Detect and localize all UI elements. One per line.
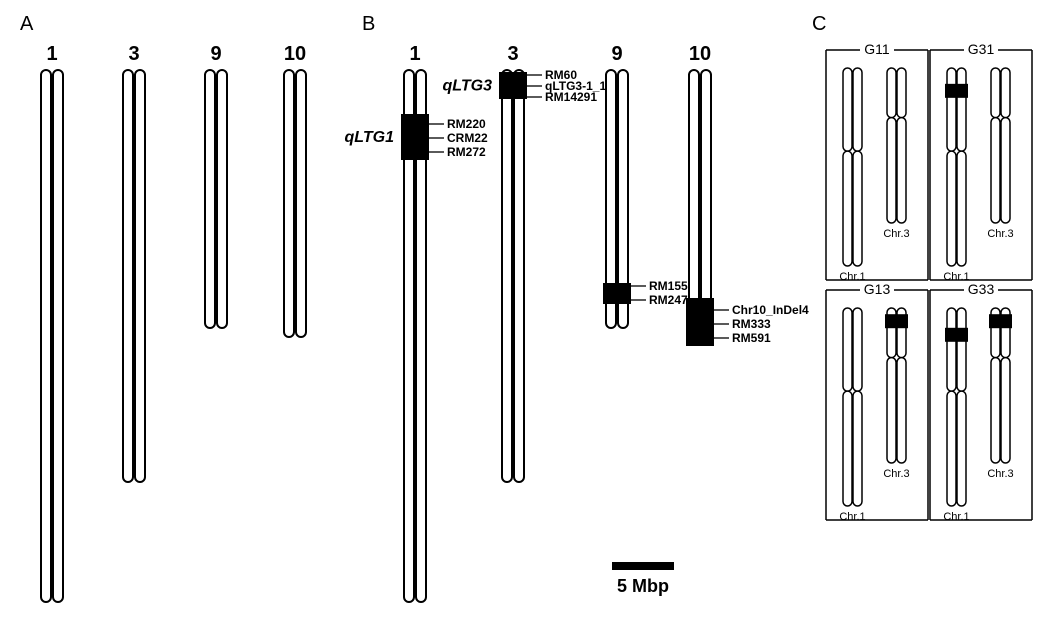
qtl-region [401,114,429,160]
scale-bar [612,562,674,570]
qtl-label: qLTG3 [443,78,493,95]
introgression-band [945,328,968,342]
qtl-region [686,298,714,346]
marker-label: CRM22 [447,131,488,145]
introgression-band [989,314,1012,328]
genotype-label: G33 [968,281,995,297]
chr-label: Chr.3 [883,468,909,480]
chr-label: Chr.1 [839,271,865,283]
chr-label: Chr.1 [839,511,865,523]
panel-c-label: C [812,13,826,35]
chrom-number: 1 [409,43,420,65]
chr-label: Chr.3 [987,228,1013,240]
chrom-number: 10 [689,43,711,65]
marker-label: RM333 [732,317,771,331]
marker-label: RM220 [447,117,486,131]
chr-label: Chr.3 [883,228,909,240]
marker-label: RM1553 [649,279,695,293]
marker-label: RM591 [732,331,771,345]
qtl-region [603,283,631,304]
scale-bar-label: 5 Mbp [617,576,669,596]
marker-label: RM14291 [545,90,597,104]
chrom-number: 3 [128,43,139,65]
chrom-number: 10 [284,43,306,65]
qtl-region [499,72,527,99]
qtl-label: qLTG1 [345,129,395,146]
chr-label: Chr.1 [943,271,969,283]
genotype-label: G31 [968,41,995,57]
chrom-number: 3 [507,43,518,65]
genotype-label: G13 [864,281,891,297]
introgression-band [885,314,908,328]
panel-a-label: A [20,13,34,35]
marker-label: Chr10_InDel4 [732,303,809,317]
panel-b-label: B [362,13,375,35]
marker-label: RM272 [447,145,486,159]
chrom-number: 1 [46,43,57,65]
introgression-band [945,84,968,98]
genotype-label: G11 [864,41,890,57]
chr-label: Chr.1 [943,511,969,523]
chr-label: Chr.3 [987,468,1013,480]
chrom-number: 9 [611,43,622,65]
chrom-number: 9 [210,43,221,65]
